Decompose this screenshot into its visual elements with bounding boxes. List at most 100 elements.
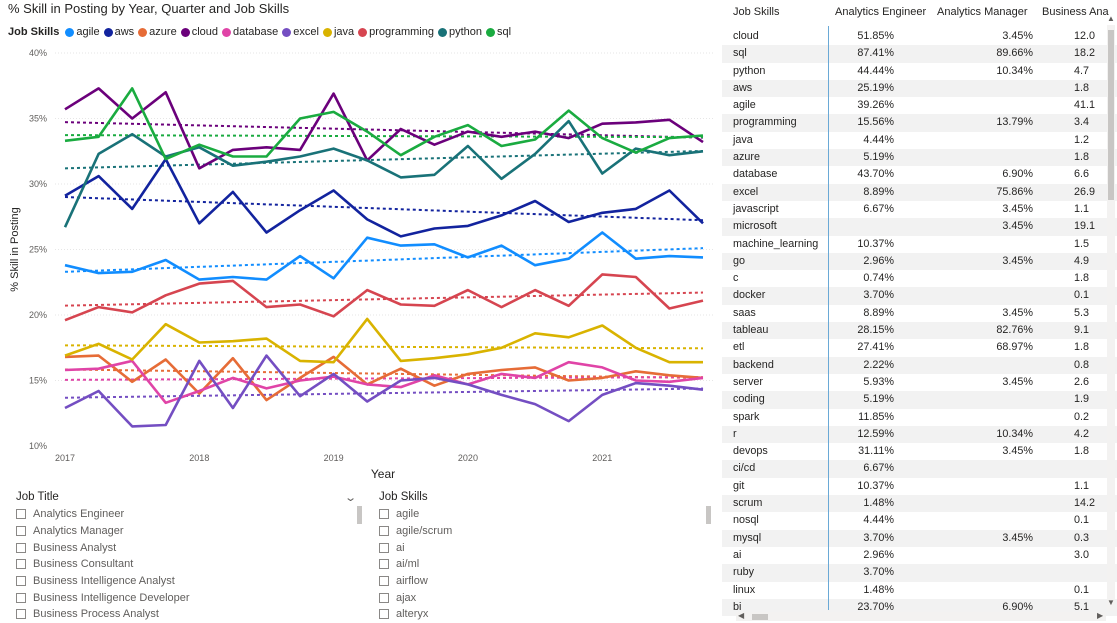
table-row[interactable]: ai 2.96% 3.0 <box>722 547 1117 564</box>
horizontal-scrollbar[interactable] <box>736 612 1106 621</box>
job-title-option[interactable]: Business Analyst <box>16 539 361 556</box>
checkbox[interactable] <box>16 509 26 520</box>
checkbox[interactable] <box>379 542 389 553</box>
table-row[interactable]: go 2.96% 3.45% 4.9 <box>722 252 1117 271</box>
horizontal-scroll-thumb[interactable] <box>752 614 768 620</box>
table-row[interactable]: tableau 28.15% 82.76% 9.1 <box>722 322 1117 340</box>
legend-item-azure[interactable]: azure <box>138 26 177 38</box>
legend-item-cloud[interactable]: cloud <box>180 26 218 38</box>
job-title-scrollbar[interactable] <box>357 506 362 524</box>
job-title-option-label: Business Intelligence Developer <box>33 591 190 604</box>
table-row[interactable]: bi 23.70% 6.90% 5.1 <box>722 598 1117 617</box>
legend-label-aws: aws <box>114 26 135 38</box>
table-row[interactable]: mysql 3.70% 3.45% 0.3 <box>722 529 1117 547</box>
checkbox[interactable] <box>16 559 26 570</box>
column-header-analytics-engineer[interactable]: Analytics Engineer <box>835 6 927 18</box>
vertical-scroll-thumb[interactable] <box>1108 30 1114 200</box>
legend-item-excel[interactable]: excel <box>282 26 319 38</box>
legend-item-database[interactable]: database <box>222 26 278 38</box>
legend-item-aws[interactable]: aws <box>103 26 135 38</box>
job-skills-option[interactable]: agile/scrum <box>379 523 714 540</box>
legend-item-python[interactable]: python <box>437 26 482 38</box>
table-row[interactable]: saas 8.89% 3.45% 5.3 <box>722 305 1117 322</box>
table-row[interactable]: azure 5.19% 1.8 <box>722 149 1117 167</box>
checkbox[interactable] <box>16 542 26 553</box>
table-row[interactable]: nosql 4.44% 0.1 <box>722 512 1117 529</box>
scroll-up-icon[interactable]: ▲ <box>1107 14 1115 23</box>
checkbox[interactable] <box>379 559 389 570</box>
table-row[interactable]: c 0.74% 1.8 <box>722 270 1117 287</box>
column-header-business-analyst[interactable]: Business Ana <box>1042 6 1109 18</box>
table-row[interactable]: python 44.44% 10.34% 4.7 <box>722 63 1117 80</box>
legend-item-sql[interactable]: sql <box>485 26 511 38</box>
line-chart-visual[interactable]: % Skill in Posting by Year, Quarter and … <box>0 0 722 484</box>
column-header-job-skills[interactable]: Job Skills <box>733 6 780 18</box>
table-row[interactable]: programming 15.56% 13.79% 3.4 <box>722 114 1117 132</box>
table-row[interactable]: docker 3.70% 0.1 <box>722 287 1117 305</box>
table-row[interactable]: sql 87.41% 89.66% 18.2 <box>722 45 1117 63</box>
table-row[interactable]: linux 1.48% 0.1 <box>722 582 1117 599</box>
job-skills-option[interactable]: airflow <box>379 573 714 590</box>
table-row[interactable]: git 10.37% 1.1 <box>722 478 1117 495</box>
job-skills-option[interactable]: alteryx <box>379 606 714 623</box>
skills-table[interactable]: Job Skills Analytics Engineer Analytics … <box>722 0 1117 623</box>
table-row[interactable]: microsoft 3.45% 19.1 <box>722 218 1117 236</box>
job-skills-slicer[interactable]: Job Skills agile agile/scrum ai ai/ml airflo… <box>379 488 714 623</box>
legend-item-agile[interactable]: agile <box>65 26 100 38</box>
y-tick-label: 15% <box>29 376 47 386</box>
table-row[interactable]: scrum 1.48% 14.2 <box>722 495 1117 513</box>
table-row[interactable]: ci/cd 6.67% <box>722 460 1117 478</box>
checkbox[interactable] <box>379 592 389 603</box>
column-header-analytics-manager[interactable]: Analytics Manager <box>937 6 1028 18</box>
table-row[interactable]: database 43.70% 6.90% 6.6 <box>722 166 1117 183</box>
job-title-option[interactable]: Business Intelligence Analyst <box>16 573 361 590</box>
job-title-option[interactable]: Analytics Manager <box>16 523 361 540</box>
job-skills-option[interactable]: agile <box>379 506 714 523</box>
table-row[interactable]: aws 25.19% 1.8 <box>722 79 1117 98</box>
table-row[interactable]: machine_learning 10.37% 1.5 <box>722 236 1117 253</box>
table-row[interactable]: server 5.93% 3.45% 2.6 <box>722 374 1117 391</box>
job-skills-slicer-header[interactable]: Job Skills <box>379 488 714 506</box>
checkbox[interactable] <box>16 609 26 620</box>
job-title-slicer[interactable]: Job Title ⌄ Analytics Engineer Analytics … <box>16 488 361 623</box>
table-row[interactable]: java 4.44% 1.2 <box>722 132 1117 149</box>
table-row[interactable]: excel 8.89% 75.86% 26.9 <box>722 183 1117 201</box>
vertical-scrollbar[interactable] <box>1107 25 1115 611</box>
table-row[interactable]: devops 31.11% 3.45% 1.8 <box>722 443 1117 460</box>
job-skills-option[interactable]: ajax <box>379 589 714 606</box>
table-row[interactable]: ruby 3.70% <box>722 564 1117 582</box>
table-row[interactable]: r 12.59% 10.34% 4.2 <box>722 425 1117 444</box>
job-skills-scrollbar[interactable] <box>706 506 711 524</box>
checkbox[interactable] <box>379 526 389 537</box>
table-row[interactable]: javascript 6.67% 3.45% 1.1 <box>722 201 1117 218</box>
checkbox[interactable] <box>379 609 389 620</box>
job-title-option[interactable]: Analytics Engineer <box>16 506 361 523</box>
job-title-option[interactable]: Business Consultant <box>16 556 361 573</box>
job-title-option[interactable]: Business Intelligence Developer <box>16 589 361 606</box>
job-skills-option[interactable]: ai/ml <box>379 556 714 573</box>
table-row[interactable]: cloud 51.85% 3.45% 12.0 <box>722 28 1117 45</box>
legend-item-java[interactable]: java <box>322 26 354 38</box>
table-row[interactable]: backend 2.22% 0.8 <box>722 356 1117 374</box>
chevron-down-icon[interactable]: ⌄ <box>343 491 357 504</box>
scroll-right-icon[interactable]: ▶ <box>1097 611 1104 620</box>
checkbox[interactable] <box>16 576 26 587</box>
job-title-slicer-header[interactable]: Job Title ⌄ <box>16 488 361 506</box>
scroll-down-icon[interactable]: ▼ <box>1107 598 1115 607</box>
row-skill-name: go <box>733 254 746 267</box>
checkbox[interactable] <box>379 576 389 587</box>
table-row[interactable]: coding 5.19% 1.9 <box>722 391 1117 409</box>
chart-title: % Skill in Posting by Year, Quarter and … <box>8 1 290 16</box>
checkbox[interactable] <box>16 526 26 537</box>
checkbox[interactable] <box>379 509 389 520</box>
checkbox[interactable] <box>16 592 26 603</box>
row-skill-name: sql <box>733 47 747 60</box>
table-row[interactable]: etl 27.41% 68.97% 1.8 <box>722 339 1117 356</box>
table-row[interactable]: agile 39.26% 41.1 <box>722 97 1117 114</box>
table-row[interactable]: spark 11.85% 0.2 <box>722 409 1117 426</box>
job-title-option[interactable]: Business Process Analyst <box>16 606 361 623</box>
row-cell-value: 1.2 <box>1074 133 1090 146</box>
legend-item-programming[interactable]: programming <box>358 26 434 38</box>
scroll-left-icon[interactable]: ◀ <box>738 611 745 620</box>
job-skills-option[interactable]: ai <box>379 539 714 556</box>
